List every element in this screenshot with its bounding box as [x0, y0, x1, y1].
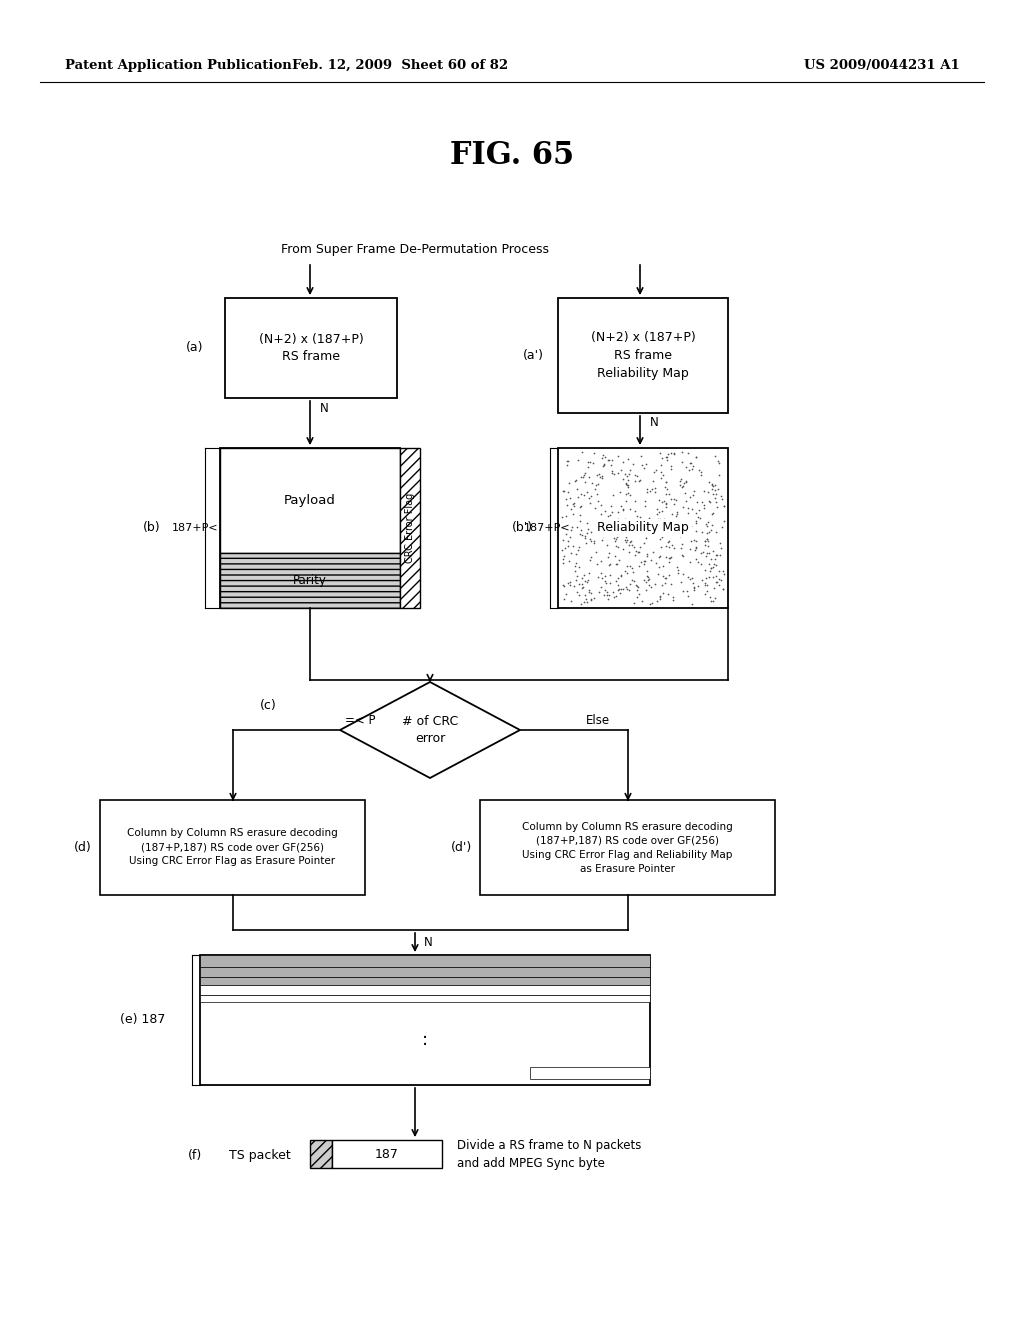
Point — [675, 496, 691, 517]
Point — [708, 544, 724, 565]
Point — [695, 480, 712, 502]
Point — [604, 582, 621, 603]
Point — [625, 561, 641, 582]
Point — [644, 510, 660, 531]
Point — [651, 442, 668, 463]
Point — [589, 465, 605, 486]
Point — [649, 590, 666, 611]
Point — [658, 449, 675, 470]
Point — [614, 512, 631, 533]
Point — [689, 491, 706, 512]
Point — [636, 550, 652, 572]
Point — [632, 507, 648, 528]
Point — [599, 585, 615, 606]
Point — [641, 508, 657, 529]
Point — [631, 556, 647, 577]
Point — [559, 495, 575, 516]
Point — [654, 465, 671, 486]
Point — [604, 450, 621, 471]
Point — [622, 573, 638, 594]
Point — [620, 579, 636, 601]
Bar — [400, 447, 420, 609]
Point — [700, 566, 717, 587]
Point — [716, 495, 732, 516]
Point — [565, 492, 582, 513]
Point — [623, 531, 639, 552]
Bar — [220, 553, 400, 609]
Point — [563, 591, 580, 612]
Point — [654, 491, 671, 512]
Text: Column by Column RS erasure decoding
(187+P,187) RS code over GF(256)
Using CRC : Column by Column RS erasure decoding (18… — [522, 821, 733, 874]
Point — [659, 444, 676, 465]
Text: TS packet: TS packet — [229, 1148, 291, 1162]
Point — [651, 546, 668, 568]
Point — [687, 537, 703, 558]
Bar — [558, 298, 728, 413]
Point — [643, 478, 659, 499]
Point — [697, 568, 714, 589]
Point — [696, 573, 713, 594]
Point — [628, 540, 644, 561]
Point — [672, 470, 688, 491]
Point — [699, 528, 716, 549]
Point — [637, 550, 653, 572]
Point — [631, 471, 647, 492]
Point — [579, 523, 595, 544]
Point — [555, 548, 571, 569]
Point — [588, 474, 604, 495]
Point — [581, 579, 597, 601]
Point — [622, 484, 638, 506]
Point — [629, 523, 645, 544]
Point — [555, 574, 571, 595]
Point — [705, 503, 721, 524]
Point — [679, 581, 695, 602]
Point — [628, 510, 644, 531]
Point — [656, 477, 673, 498]
Point — [699, 528, 716, 549]
Point — [693, 465, 710, 486]
Text: (a'): (a') — [522, 348, 544, 362]
Point — [666, 488, 682, 510]
Bar — [200, 985, 650, 995]
Point — [559, 450, 575, 471]
Point — [601, 585, 617, 606]
Point — [609, 568, 626, 589]
Point — [680, 520, 696, 541]
Point — [626, 516, 642, 537]
Point — [626, 537, 642, 558]
Point — [639, 479, 655, 500]
Point — [649, 504, 666, 525]
Point — [678, 470, 694, 491]
Point — [558, 523, 574, 544]
Text: (b): (b) — [143, 521, 161, 535]
Point — [684, 458, 700, 479]
Point — [602, 504, 618, 525]
Point — [687, 446, 703, 467]
Text: 187+P<: 187+P< — [172, 523, 218, 533]
Point — [574, 573, 591, 594]
Point — [639, 565, 655, 586]
Point — [662, 548, 678, 569]
Point — [683, 531, 699, 552]
Point — [672, 525, 688, 546]
Point — [707, 487, 723, 508]
Point — [654, 556, 671, 577]
Point — [653, 574, 670, 595]
Point — [558, 506, 574, 527]
Point — [560, 450, 577, 471]
Point — [628, 574, 644, 595]
Point — [677, 482, 693, 503]
Point — [614, 469, 631, 490]
Point — [673, 572, 689, 593]
Point — [583, 582, 599, 603]
Text: (N+2) x (187+P)
RS frame
Reliability Map: (N+2) x (187+P) RS frame Reliability Map — [591, 331, 695, 380]
Point — [636, 458, 652, 479]
Point — [623, 510, 639, 531]
Point — [556, 546, 572, 568]
Point — [582, 492, 598, 513]
Point — [653, 513, 670, 535]
Point — [627, 471, 643, 492]
Point — [674, 533, 690, 554]
Point — [618, 473, 635, 494]
Point — [665, 586, 681, 607]
